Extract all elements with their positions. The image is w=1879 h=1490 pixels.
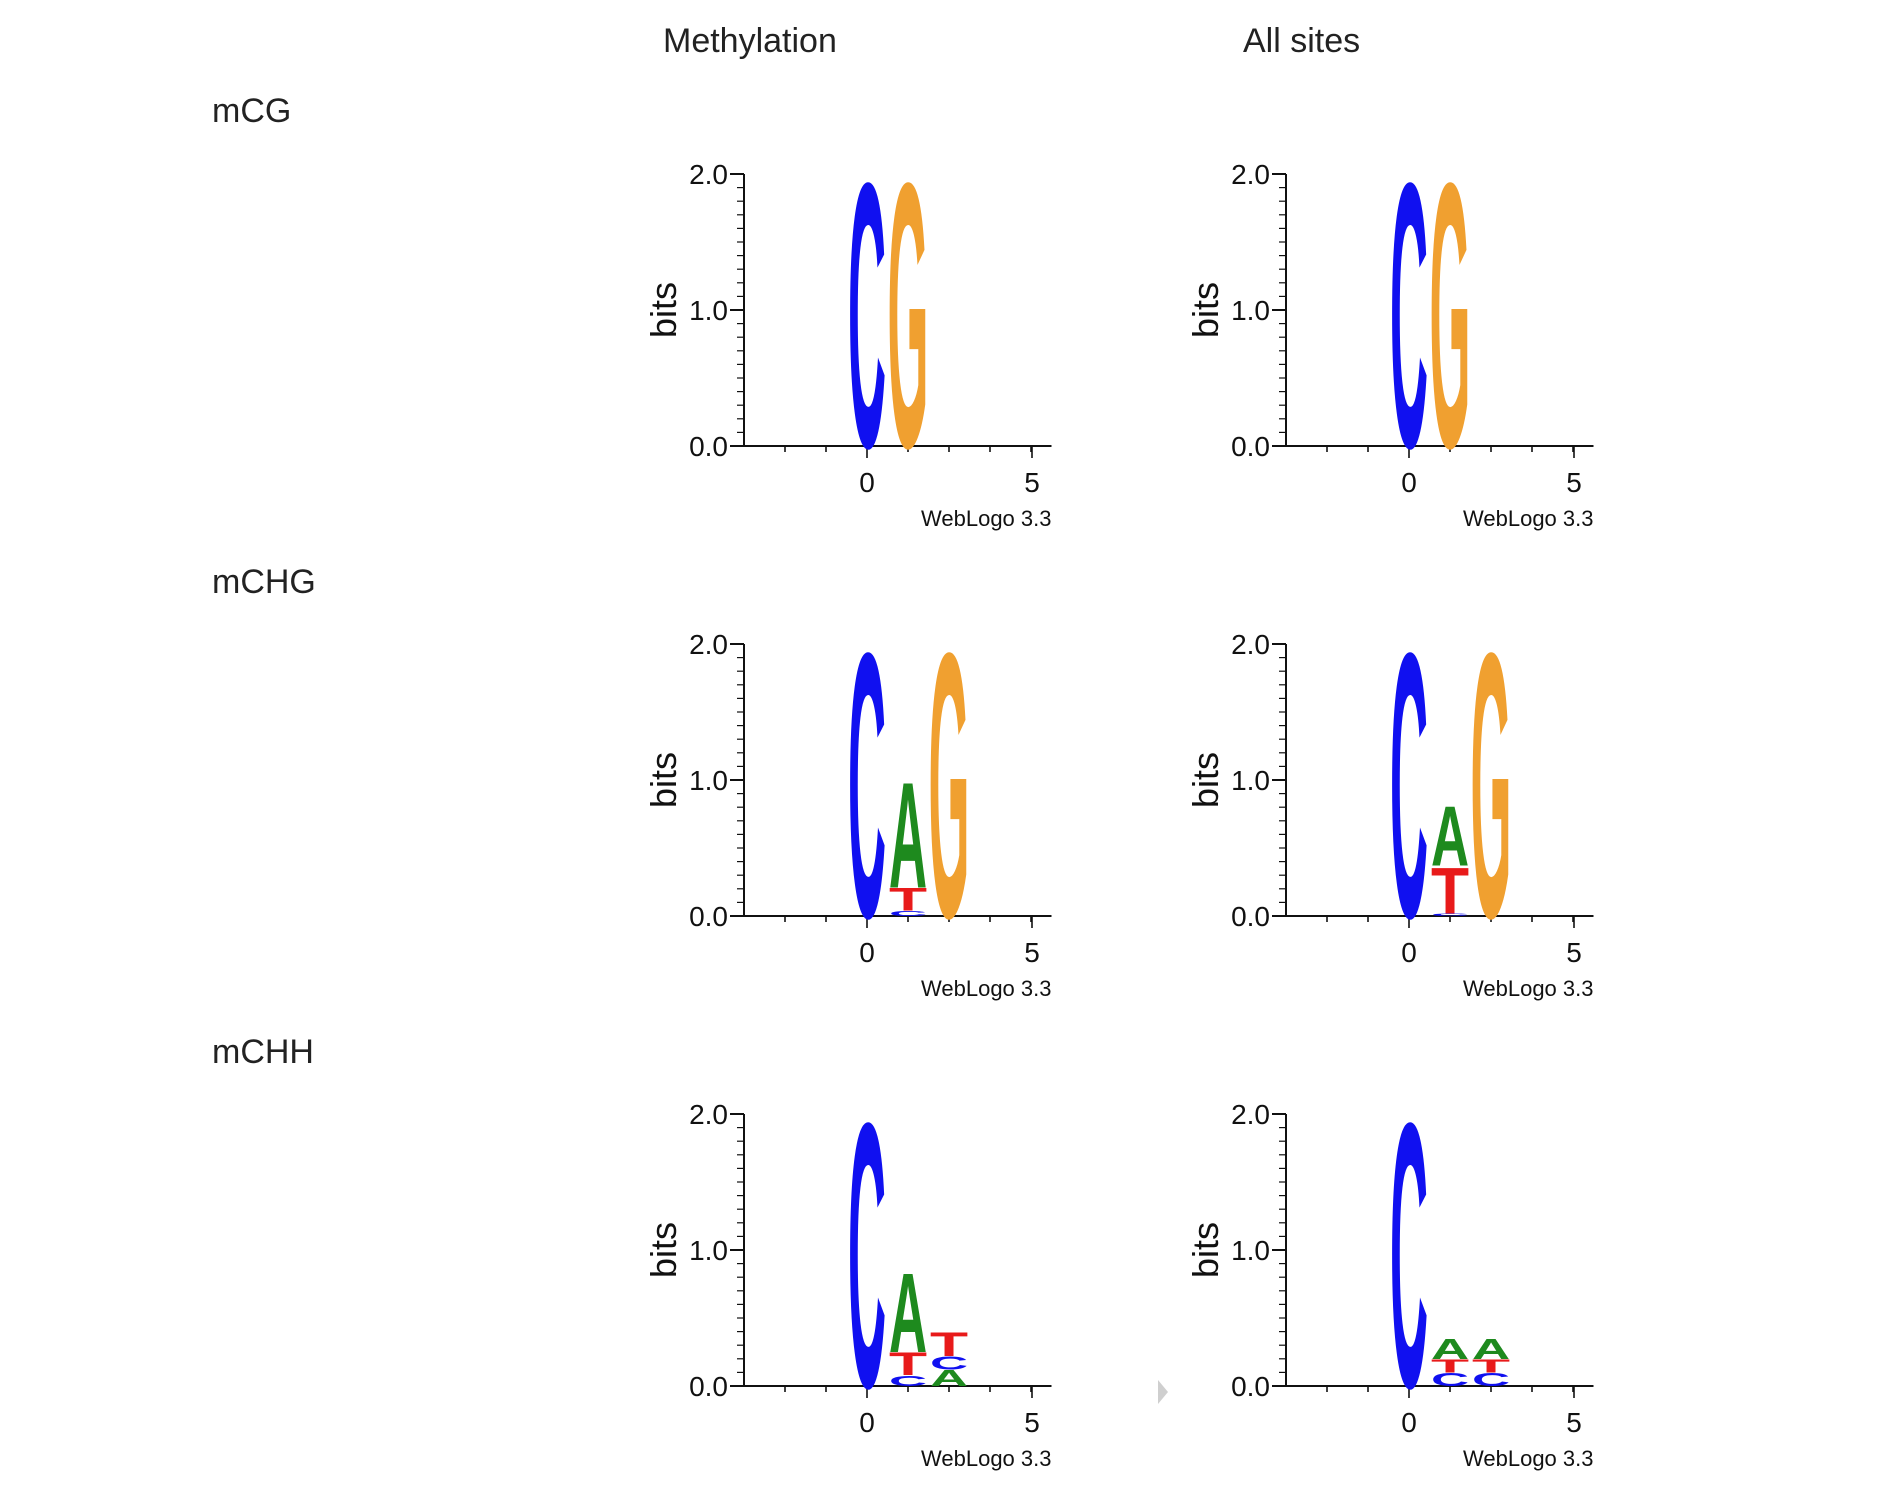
row-label-mchg: mCHG	[212, 563, 316, 601]
x-tick-label: 0	[859, 467, 875, 498]
y-tick-label: 1.0	[689, 765, 728, 796]
y-tick-label: 2.0	[689, 159, 728, 190]
logo-letter-c: C	[1472, 1369, 1510, 1390]
weblogo-credit: WebLogo 3.3	[921, 1446, 1051, 1471]
y-axis-label: bits	[1185, 752, 1226, 808]
y-axis-label: bits	[1185, 1222, 1226, 1278]
logo-letter-c: C	[889, 909, 927, 917]
y-axis-label: bits	[643, 752, 684, 808]
x-tick-label: 5	[1024, 937, 1040, 968]
y-tick-label: 1.0	[689, 295, 728, 326]
y-tick-label: 0.0	[689, 1371, 728, 1402]
x-tick-label: 5	[1566, 937, 1582, 968]
logo-letter-g: G	[1429, 106, 1470, 528]
column-header-all-sites: All sites	[1243, 22, 1361, 60]
weblogo-credit: WebLogo 3.3	[1463, 976, 1593, 1001]
logo-letter-g: G	[887, 106, 928, 528]
y-tick-label: 2.0	[1231, 629, 1270, 660]
logo-letter-a: A	[930, 1365, 968, 1391]
x-tick-label: 0	[1401, 1407, 1417, 1438]
logo-letter-c: C	[1390, 106, 1428, 528]
y-tick-label: 2.0	[689, 1099, 728, 1130]
x-tick-label: 0	[1401, 937, 1417, 968]
weblogo-credit: WebLogo 3.3	[1463, 506, 1593, 531]
logo-letter-a: A	[1431, 789, 1469, 884]
y-tick-label: 2.0	[1231, 1099, 1270, 1130]
row-label-mchh: mCHH	[212, 1033, 314, 1071]
logo-letter-a: A	[1472, 1333, 1510, 1364]
logo-letter-c: C	[1431, 913, 1469, 917]
y-tick-label: 0.0	[689, 901, 728, 932]
y-tick-label: 1.0	[1231, 1235, 1270, 1266]
x-tick-label: 5	[1566, 1407, 1582, 1438]
y-axis-label: bits	[643, 1222, 684, 1278]
scroll-marker	[1158, 1380, 1168, 1404]
logo-letter-t: T	[1431, 854, 1469, 928]
x-tick-label: 0	[859, 937, 875, 968]
logo-letter-t: T	[889, 1346, 927, 1382]
logo-letter-c: C	[889, 1373, 927, 1390]
logo-letter-a: A	[889, 1249, 927, 1376]
y-axis-label: bits	[1185, 282, 1226, 338]
logo-letter-c: C	[848, 576, 886, 998]
logo-letter-c: C	[930, 1353, 968, 1374]
column-header-methylation: Methylation	[663, 22, 837, 60]
y-tick-label: 0.0	[689, 431, 728, 462]
logo-letter-a: A	[1431, 1333, 1469, 1364]
x-tick-label: 0	[859, 1407, 875, 1438]
y-tick-label: 1.0	[1231, 295, 1270, 326]
weblogo-credit: WebLogo 3.3	[921, 976, 1051, 1001]
logo-letter-g: G	[928, 576, 969, 998]
y-tick-label: 1.0	[1231, 765, 1270, 796]
y-tick-label: 0.0	[1231, 431, 1270, 462]
weblogo-credit: WebLogo 3.3	[1463, 1446, 1593, 1471]
weblogo-credit: WebLogo 3.3	[921, 506, 1051, 531]
logo-letter-t: T	[930, 1326, 968, 1364]
logo-letter-c: C	[848, 1046, 886, 1468]
logo-letter-t: T	[1431, 1355, 1469, 1376]
logo-letter-c: C	[1390, 576, 1428, 998]
y-tick-label: 2.0	[689, 629, 728, 660]
logo-letter-c: C	[1390, 1046, 1428, 1468]
logo-letter-t: T	[889, 881, 927, 917]
x-tick-label: 5	[1566, 467, 1582, 498]
logo-letter-g: G	[1470, 576, 1511, 998]
y-axis-label: bits	[643, 282, 684, 338]
y-tick-label: 1.0	[689, 1235, 728, 1266]
logo-letter-a: A	[889, 751, 927, 919]
x-tick-label: 0	[1401, 467, 1417, 498]
x-tick-label: 5	[1024, 1407, 1040, 1438]
y-tick-label: 0.0	[1231, 1371, 1270, 1402]
row-label-mcg: mCG	[212, 92, 292, 130]
logo-stacks: C CTA G	[1390, 576, 1512, 998]
y-tick-label: 2.0	[1231, 159, 1270, 190]
x-tick-label: 5	[1024, 467, 1040, 498]
logo-letter-c: C	[1431, 1369, 1469, 1390]
logo-letter-t: T	[1472, 1355, 1510, 1376]
logo-letter-c: C	[848, 106, 886, 528]
y-tick-label: 0.0	[1231, 901, 1270, 932]
logo-stacks: C CTA G	[848, 576, 970, 998]
